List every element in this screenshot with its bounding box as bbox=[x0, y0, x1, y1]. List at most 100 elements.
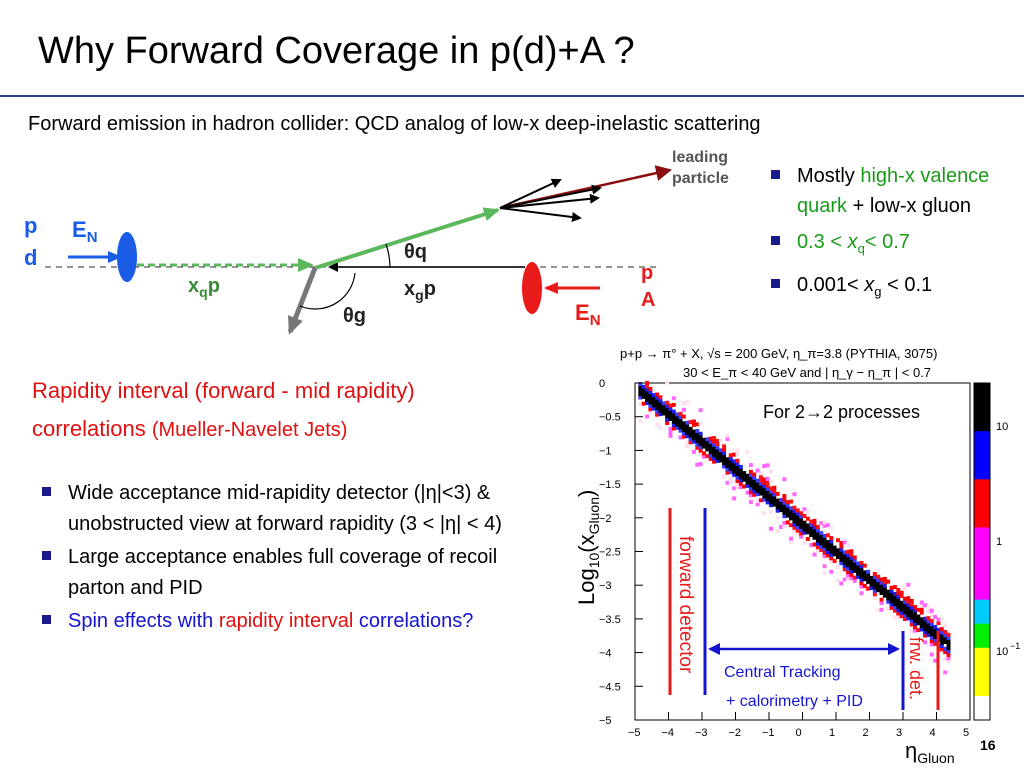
heatmap-cell bbox=[866, 573, 871, 578]
heatmap-cell bbox=[906, 602, 911, 607]
heatmap-cell bbox=[889, 592, 894, 597]
heatmap-cell bbox=[705, 437, 710, 442]
x-tick-label: −2 bbox=[729, 727, 742, 739]
bullet-valence: Mostly high-x valence quark + low-x gluo… bbox=[765, 161, 1010, 221]
heatmap-cell bbox=[765, 490, 770, 495]
heatmap-cell bbox=[698, 408, 703, 413]
heatmap-cell bbox=[869, 579, 874, 584]
heatmap-cell bbox=[638, 395, 643, 400]
heatmap-cell bbox=[648, 393, 653, 398]
heatmap-cell bbox=[651, 396, 656, 401]
heatmap-cell bbox=[755, 478, 760, 483]
heatmap-cell bbox=[929, 642, 934, 647]
label-en-right: EN bbox=[575, 300, 601, 329]
heatmap-cell bbox=[846, 556, 850, 561]
heatmap-cell bbox=[691, 439, 696, 444]
y-tick-label: 0 bbox=[599, 378, 605, 390]
heatmap-cell bbox=[819, 548, 824, 552]
theta-g-arc bbox=[299, 272, 356, 310]
heatmap-cell bbox=[899, 607, 904, 612]
heatmap-cell bbox=[765, 493, 770, 498]
heatmap-cell bbox=[906, 613, 911, 618]
heatmap-cell bbox=[641, 394, 646, 399]
colorbar-segment bbox=[974, 503, 990, 528]
heatmap-cell bbox=[879, 577, 884, 582]
heatmap-cell bbox=[939, 617, 944, 622]
heatmap-cell bbox=[819, 537, 824, 542]
heatmap-cell bbox=[645, 390, 649, 395]
heatmap-cell bbox=[648, 390, 653, 395]
bullet-acceptance: Wide acceptance mid-rapidity detector (|… bbox=[36, 478, 536, 540]
heatmap-cell bbox=[665, 414, 670, 419]
heatmap-cell bbox=[681, 421, 686, 426]
heatmap-cell bbox=[725, 460, 730, 465]
heatmap-cell bbox=[892, 585, 897, 590]
heatmap-cell bbox=[735, 462, 740, 467]
heatmap-cell bbox=[909, 598, 914, 603]
heatmap-cell bbox=[785, 506, 790, 511]
heatmap-cell bbox=[641, 391, 646, 396]
heatmap-cell bbox=[671, 396, 676, 401]
label-p-right: p bbox=[641, 262, 653, 284]
heatmap-cell bbox=[785, 523, 790, 528]
heatmap-cell bbox=[671, 402, 676, 407]
y-tick-label: −1.5 bbox=[599, 479, 621, 491]
heatmap-cell bbox=[638, 419, 643, 424]
heatmap-cell bbox=[929, 639, 934, 644]
heatmap-cell bbox=[748, 479, 753, 484]
heatmap-cell bbox=[799, 531, 804, 536]
heatmap-cell bbox=[675, 412, 680, 417]
calorimetry-label: + calorimetry + PID bbox=[726, 693, 863, 710]
heatmap-cell bbox=[852, 575, 857, 580]
heatmap-cell bbox=[752, 475, 757, 480]
heatmap-cell bbox=[859, 571, 864, 575]
heatmap-cell bbox=[775, 502, 780, 506]
heatmap-cell bbox=[839, 551, 844, 556]
heatmap-cell bbox=[939, 644, 944, 649]
heatmap-cell bbox=[725, 437, 730, 441]
deuteron-nucleus bbox=[117, 232, 137, 282]
heatmap-cell bbox=[933, 641, 938, 646]
heatmap-cell bbox=[668, 406, 673, 411]
heatmap-cell bbox=[769, 469, 773, 474]
heatmap-cell bbox=[792, 519, 797, 524]
heatmap-cell bbox=[789, 540, 794, 544]
heatmap-cell bbox=[785, 503, 790, 508]
label-d-left: d bbox=[24, 245, 37, 270]
heatmap-cell bbox=[728, 480, 733, 485]
heatmap-cell bbox=[829, 552, 834, 557]
heatmap-cell bbox=[698, 421, 703, 426]
heatmap-cell bbox=[822, 550, 827, 555]
heatmap-cell bbox=[862, 563, 867, 568]
heatmap-cell bbox=[655, 399, 660, 404]
heatmap-cell bbox=[685, 440, 690, 445]
heatmap-cell bbox=[758, 478, 763, 483]
heatmap-cell bbox=[728, 476, 733, 481]
heatmap-cell bbox=[822, 540, 827, 545]
heatmap-cell bbox=[695, 462, 700, 467]
heatmap-cell bbox=[802, 530, 807, 535]
heatmap-cell bbox=[792, 492, 797, 497]
heatmap-cell bbox=[712, 449, 716, 454]
heatmap-cell bbox=[933, 631, 938, 636]
heatmap-cell bbox=[872, 592, 877, 597]
heatmap-cell bbox=[866, 576, 871, 581]
heatmap-cell bbox=[946, 649, 951, 654]
heatmap-cell bbox=[926, 609, 931, 614]
heatmap-cell bbox=[829, 549, 834, 554]
heatmap-cell bbox=[722, 444, 727, 449]
heatmap-cell bbox=[715, 459, 720, 464]
heatmap-cell bbox=[926, 632, 931, 637]
heatmap-cell bbox=[685, 434, 690, 439]
heatmap-cell bbox=[712, 439, 716, 444]
heatmap-cell bbox=[842, 560, 847, 565]
heatmap-cell bbox=[943, 646, 948, 651]
heatmap-cell bbox=[769, 499, 773, 504]
heatmap-cell bbox=[872, 575, 877, 580]
heatmap-cell bbox=[825, 523, 830, 528]
heatmap-cell bbox=[638, 385, 643, 390]
heatmap-cell bbox=[913, 605, 917, 610]
heatmap-cell bbox=[903, 596, 907, 601]
heatmap-cell bbox=[909, 615, 914, 620]
heatmap-cell bbox=[939, 633, 944, 638]
